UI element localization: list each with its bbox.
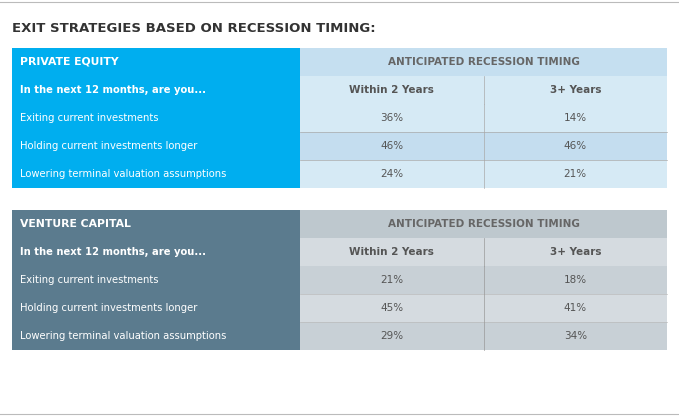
Bar	[300, 238, 483, 266]
Text: 29%: 29%	[380, 331, 403, 341]
Text: 18%: 18%	[564, 275, 587, 285]
Text: 21%: 21%	[564, 169, 587, 179]
Bar	[12, 238, 300, 266]
Text: Exiting current investments: Exiting current investments	[20, 275, 158, 285]
Text: 46%: 46%	[564, 141, 587, 151]
Text: Holding current investments longer: Holding current investments longer	[20, 141, 198, 151]
Bar	[300, 76, 483, 104]
Bar	[300, 266, 483, 294]
Bar	[300, 132, 483, 160]
Bar	[12, 322, 300, 350]
Text: Within 2 Years: Within 2 Years	[350, 85, 435, 95]
Bar	[300, 104, 483, 132]
Text: EXIT STRATEGIES BASED ON RECESSION TIMING:: EXIT STRATEGIES BASED ON RECESSION TIMIN…	[12, 22, 375, 35]
Bar	[12, 132, 300, 160]
Text: ANTICIPATED RECESSION TIMING: ANTICIPATED RECESSION TIMING	[388, 57, 580, 67]
Bar	[12, 294, 300, 322]
Text: In the next 12 months, are you...: In the next 12 months, are you...	[20, 85, 206, 95]
Text: 3+ Years: 3+ Years	[549, 85, 601, 95]
Text: In the next 12 months, are you...: In the next 12 months, are you...	[20, 247, 206, 257]
Bar	[12, 266, 300, 294]
Text: 46%: 46%	[380, 141, 403, 151]
Bar	[300, 160, 483, 188]
Text: PRIVATE EQUITY: PRIVATE EQUITY	[20, 57, 119, 67]
Text: 34%: 34%	[564, 331, 587, 341]
Text: 45%: 45%	[380, 303, 403, 313]
Bar	[12, 210, 300, 238]
Bar	[483, 104, 667, 132]
Text: Within 2 Years: Within 2 Years	[350, 247, 435, 257]
Text: ANTICIPATED RECESSION TIMING: ANTICIPATED RECESSION TIMING	[388, 219, 580, 229]
Text: Lowering terminal valuation assumptions: Lowering terminal valuation assumptions	[20, 331, 226, 341]
Bar	[483, 294, 667, 322]
Bar	[12, 48, 300, 76]
Text: 3+ Years: 3+ Years	[549, 247, 601, 257]
Text: 24%: 24%	[380, 169, 403, 179]
Bar	[483, 132, 667, 160]
Text: VENTURE CAPITAL: VENTURE CAPITAL	[20, 219, 131, 229]
Bar	[12, 160, 300, 188]
Text: 36%: 36%	[380, 113, 403, 123]
Bar	[12, 104, 300, 132]
Bar	[483, 160, 667, 188]
Text: 14%: 14%	[564, 113, 587, 123]
Bar	[483, 76, 667, 104]
Text: Lowering terminal valuation assumptions: Lowering terminal valuation assumptions	[20, 169, 226, 179]
Bar	[300, 48, 667, 76]
Text: 21%: 21%	[380, 275, 403, 285]
Bar	[300, 294, 483, 322]
Text: Exiting current investments: Exiting current investments	[20, 113, 158, 123]
Bar	[483, 238, 667, 266]
Bar	[483, 266, 667, 294]
Bar	[12, 76, 300, 104]
Bar	[483, 322, 667, 350]
Text: 41%: 41%	[564, 303, 587, 313]
Bar	[300, 322, 483, 350]
Text: Holding current investments longer: Holding current investments longer	[20, 303, 198, 313]
Bar	[300, 210, 667, 238]
